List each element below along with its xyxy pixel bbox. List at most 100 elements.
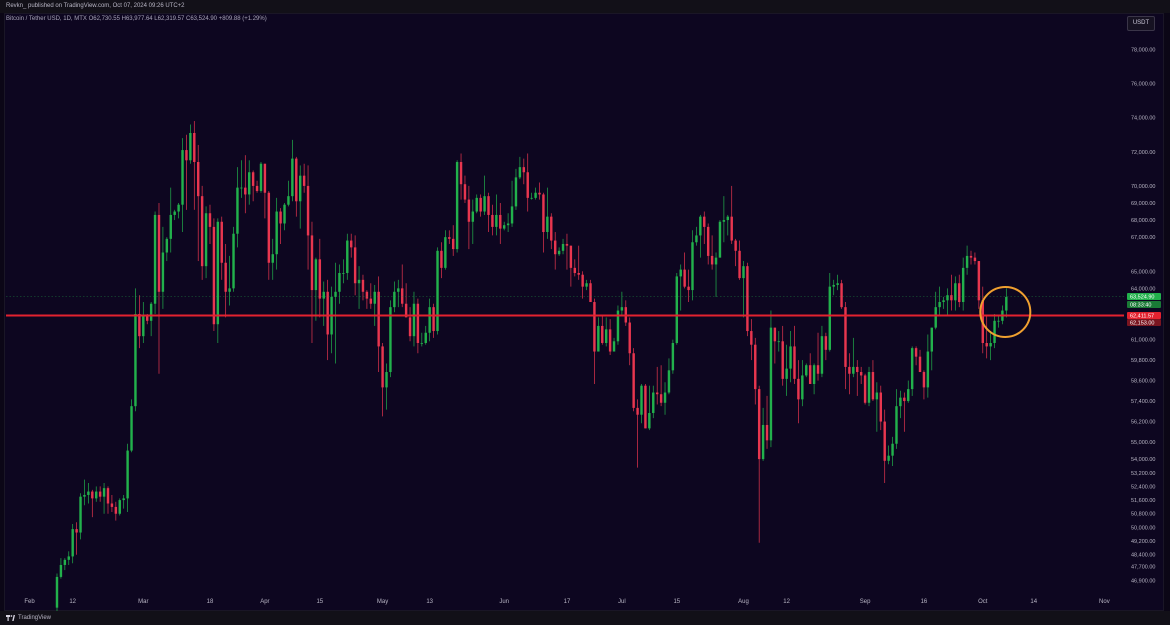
footer-bar: TradingView [0,611,1170,625]
candle-body [640,385,643,415]
candle [322,281,325,326]
candle [381,343,384,417]
candle [177,202,180,219]
candle-body [589,283,592,303]
published-by-bar: Revkn_ published on TradingView.com, Oct… [0,0,1170,13]
price-label-text: 63,524.90 [1130,294,1154,300]
candle-body [765,424,769,441]
candle [314,257,318,321]
candle [510,180,514,227]
candle [726,214,730,236]
candle-body [436,250,439,332]
candle [483,175,486,215]
candle-body [597,325,600,352]
candle [87,483,90,504]
candle [495,194,498,236]
candle-body [761,424,765,460]
candle [432,303,435,338]
candle-body [146,315,149,321]
candle [428,298,431,342]
y-tick-label: 46,900.00 [1131,578,1155,584]
candle-body [969,255,973,258]
candle [757,385,761,543]
candle [961,257,965,311]
candle [550,213,553,250]
candle-body [483,196,486,212]
candle [318,238,322,318]
candle [251,170,255,202]
candle-body [408,317,412,337]
candle-body [879,392,883,422]
candle-body [298,175,302,202]
candle-body [703,216,706,227]
candle [954,276,957,311]
candle-body [852,366,855,374]
candle [703,211,706,244]
candle [346,233,349,280]
y-tick-label: 61,000.00 [1131,338,1155,344]
candle [557,247,561,256]
candle-body [546,216,549,233]
candle [267,191,271,280]
candle-body [185,150,188,161]
candle [444,230,447,270]
candle-body [644,385,647,429]
candle [471,199,475,244]
currency-selector[interactable]: USDT [1127,16,1155,31]
candle-body [189,132,192,161]
candle-body [499,214,502,229]
candle [357,266,361,309]
candle [773,327,777,364]
candle [448,230,451,244]
candle [997,315,1000,328]
candle [240,160,243,198]
candle [710,235,714,270]
candle-body [444,237,447,268]
candle [699,214,702,258]
y-tick-label: 58,600.00 [1131,379,1155,385]
candle-body [428,307,431,333]
x-tick-label: 12 [783,599,790,605]
candle-body [938,302,941,308]
candle-body [593,302,596,352]
candle [655,366,659,405]
price-label-bg [1127,318,1161,326]
candle [934,291,937,330]
published-line: Revkn_ published on TradingView.com, Oct… [6,3,185,9]
candle-body [467,199,471,222]
candle-body [169,214,172,239]
y-tick-label: 57,400.00 [1131,399,1155,405]
chart-frame[interactable] [4,13,1164,611]
candle [593,298,596,384]
candle [122,494,125,509]
candle-body [283,204,286,224]
candle [907,380,910,403]
candle [659,365,663,407]
candle [161,226,165,309]
candle-body [91,491,94,499]
candle [722,196,726,243]
candle [200,185,204,280]
candle-body [55,576,59,608]
candle [255,180,259,193]
candle [958,274,961,308]
candle-body [648,413,651,429]
candle-body [652,392,655,414]
candle-body [491,214,494,227]
candle-body [110,503,114,507]
y-tick-label: 53,200.00 [1131,471,1155,477]
candle [585,279,588,291]
candle-body [506,223,510,226]
candle-body [153,214,157,304]
price-label: 08:33:40 [1127,300,1161,308]
candle-body [302,175,306,186]
candle-body [322,291,325,299]
candle [789,331,792,383]
candle-body [848,366,851,374]
candle [298,165,302,229]
candle-body [914,348,918,357]
candle [165,237,169,262]
candle-body [448,237,451,239]
candle-body [342,272,345,274]
